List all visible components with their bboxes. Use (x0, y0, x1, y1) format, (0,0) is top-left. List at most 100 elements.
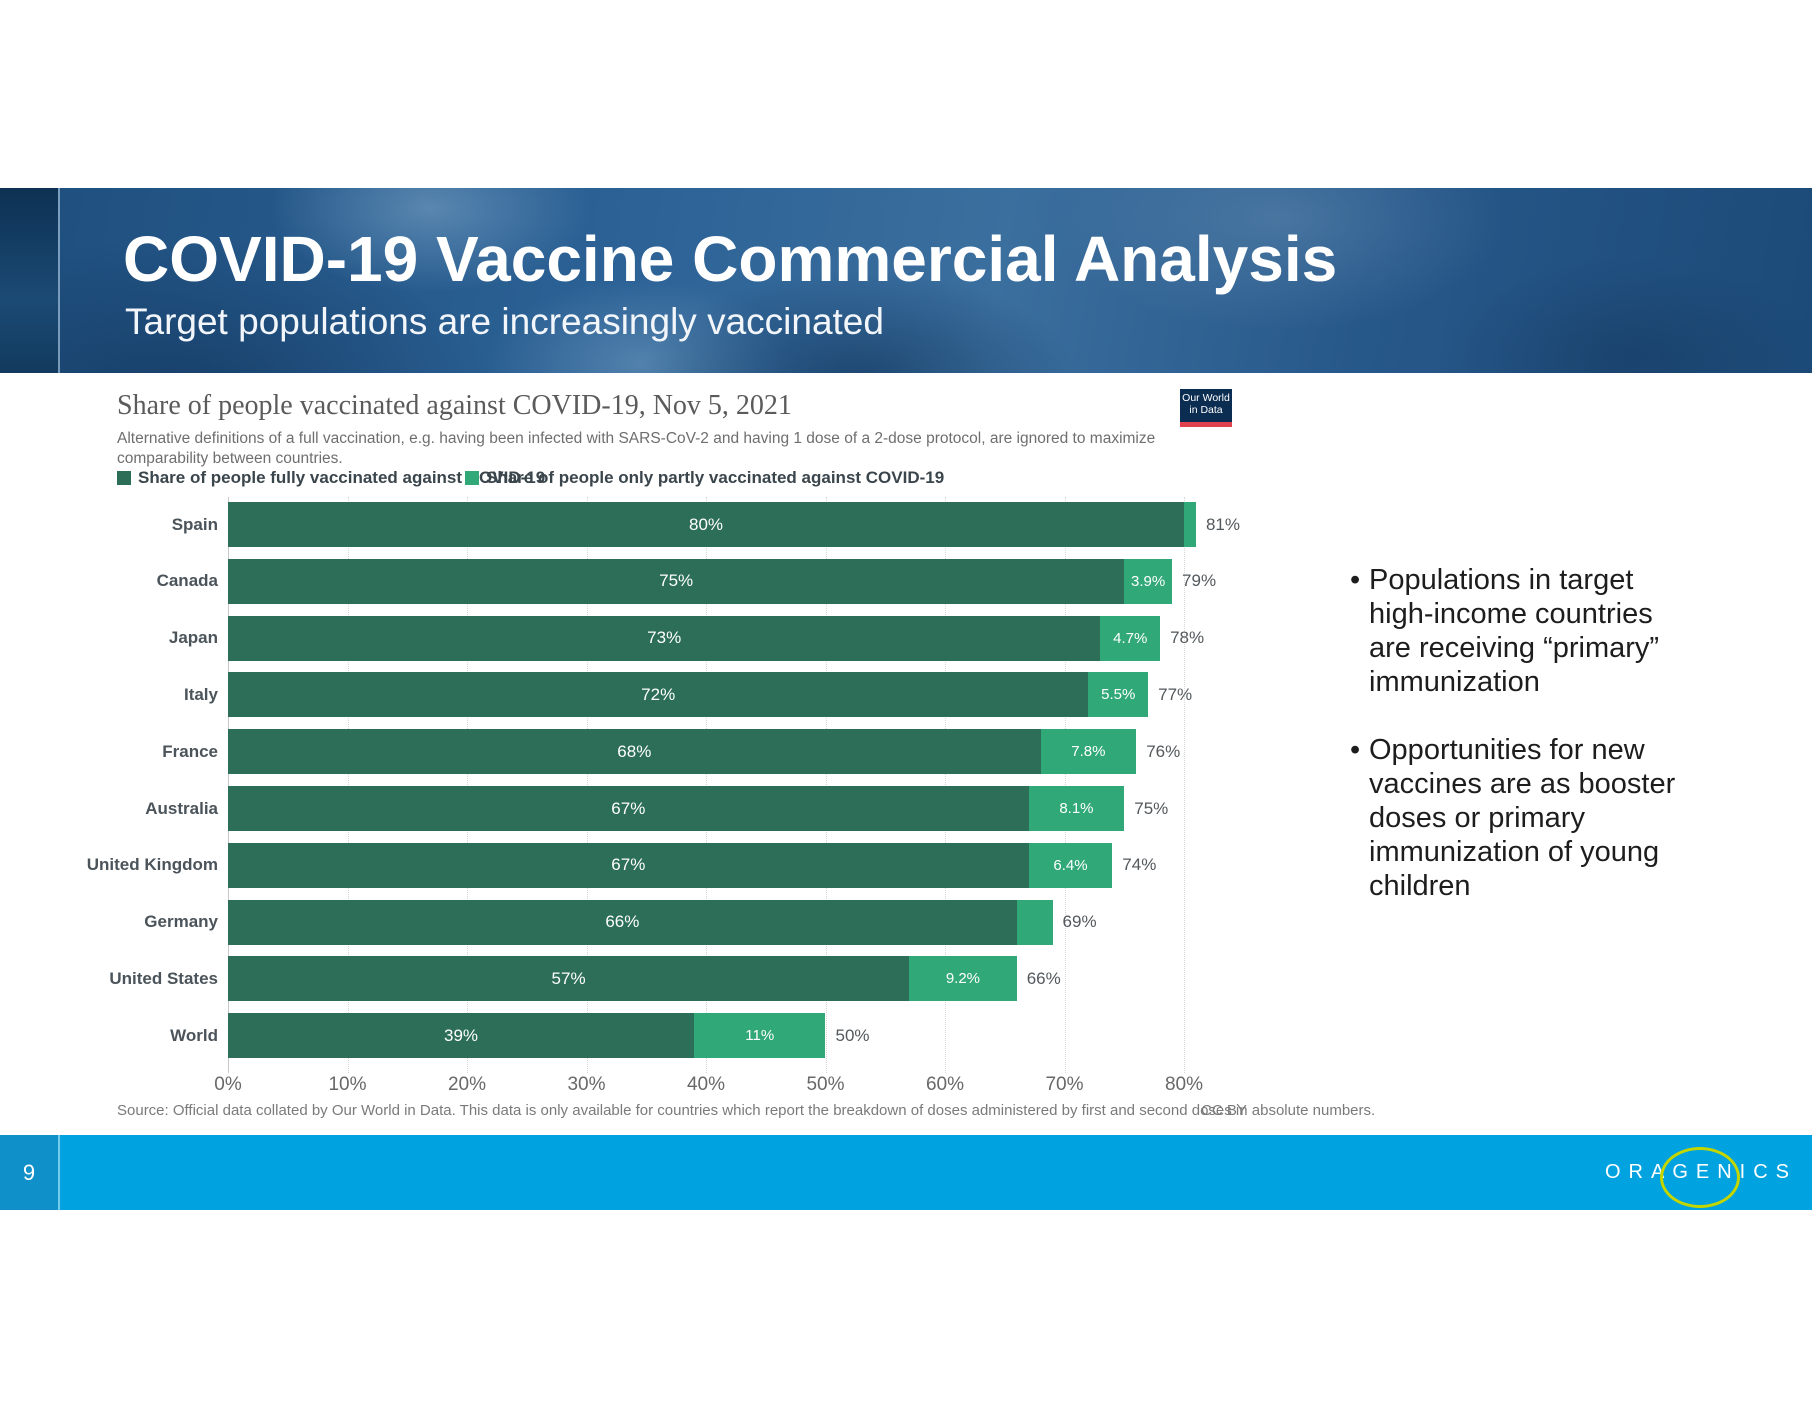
bar-category-label: World (170, 1025, 218, 1045)
bullet-item: • Opportunities for new vaccines are as b… (1350, 734, 1676, 902)
bar-segment-fully-vaccinated: 39% (228, 1013, 695, 1059)
bar-segment-fully-vaccinated: 67% (228, 842, 1029, 888)
legend-label-fully-vaccinated: Share of people fully vaccinated against… (138, 468, 546, 487)
gridline (1184, 497, 1185, 1073)
bar-value-label: 75% (659, 571, 694, 591)
legend-swatch-partly-vaccinated (465, 471, 479, 485)
bar-segment-fully-vaccinated: 66% (228, 899, 1017, 945)
x-tick-label: 60% (925, 1074, 965, 1095)
bar-row: United States 57% 9.2% 66% (109, 956, 1184, 1002)
bar-segment-fully-vaccinated: 75% (228, 558, 1125, 604)
header-band-divider (58, 188, 60, 373)
bar-category-label: Australia (145, 798, 218, 818)
bar-value-label: 57% (551, 968, 586, 988)
owid-logo: Our World in Data (1180, 389, 1232, 427)
gridline (347, 497, 349, 1073)
owid-logo-line2: in Data (1189, 404, 1223, 416)
bar-segment-partly-vaccinated: 4.7% (1100, 615, 1161, 661)
bar-segment-partly-vaccinated: 5.5% (1088, 672, 1149, 718)
bar-total-label: 50% (835, 1025, 870, 1045)
page-number: 9 (22, 1159, 36, 1185)
bar-value-label: 39% (444, 1025, 479, 1045)
bar-row: Canada 75% 3.9% 79% (157, 558, 1216, 604)
bar-total-label: 74% (1122, 855, 1157, 875)
bar-category-label: Germany (144, 912, 218, 932)
x-tick-label: 40% (686, 1074, 726, 1095)
bar-total-label: 75% (1134, 798, 1169, 818)
bar-category-label: Spain (171, 514, 218, 534)
bar-segment-partly-vaccinated: 11% (694, 1013, 826, 1059)
bar-value-label: 80% (688, 514, 724, 534)
bar-segment-fully-vaccinated: 72% (228, 672, 1089, 718)
bar-partial-value-label: 5.5% (1101, 686, 1136, 704)
bar-row: Japan 73% 4.7% 78% (169, 615, 1204, 661)
chart-title: Share of people vaccinated against COVID… (117, 390, 792, 421)
bar-partial-value-label: 4.7% (1113, 629, 1148, 647)
bar-row: Australia 67% 8.1% 75% (145, 786, 1184, 831)
bar-partial-value-label: 7.8% (1071, 743, 1106, 761)
bullet-item: • Populations in target high-income count… (1350, 564, 1660, 698)
bar-value-label: 72% (641, 684, 676, 704)
slide-subtitle: Target populations are increasingly vacc… (125, 301, 884, 342)
x-tick-label: 50% (806, 1074, 845, 1095)
bar-row: Germany 66% 69% (144, 899, 1184, 945)
bar-segment-partly-vaccinated: 8.1% (1028, 786, 1125, 831)
owid-logo-line1: Our World (1182, 392, 1230, 404)
bar-partial-value-label: 8.1% (1059, 800, 1094, 817)
bar-category-label: France (162, 741, 218, 761)
bar-category-label: United States (109, 968, 218, 988)
bullet-icon: • (1350, 564, 1361, 596)
legend-item-fully-vaccinated: Share of people fully vaccinated against… (117, 468, 545, 488)
bar-value-label: 66% (605, 912, 640, 932)
legend-swatch-fully-vaccinated (117, 471, 131, 485)
footer-divider (58, 1135, 60, 1210)
header-band-left-column (0, 188, 58, 373)
gridline (825, 497, 827, 1073)
bar-segment-fully-vaccinated: 57% (228, 956, 910, 1002)
bar-segment-fully-vaccinated: 67% (228, 786, 1029, 831)
x-tick-label: 0% (214, 1074, 242, 1095)
bar-segment-partly-vaccinated: 7.8% (1040, 729, 1137, 775)
bar-segment-partly-vaccinated (1016, 899, 1053, 945)
legend-item-partly-vaccinated: Share of people only partly vaccinated a… (465, 468, 944, 488)
bar-value-label: 67% (611, 855, 646, 875)
bar-category-label: Japan (168, 628, 218, 648)
bar-total-label: 81% (1205, 514, 1240, 534)
bar-category-label: United Kingdom (86, 855, 218, 875)
bar-row: World 39% 11% 50% (170, 1013, 1184, 1059)
footer-left-column (0, 1135, 58, 1210)
bar-segment-partly-vaccinated: 3.9% (1124, 558, 1173, 604)
x-tick-label: 70% (1045, 1074, 1084, 1095)
bar-partial-value-label: 11% (745, 1027, 775, 1045)
x-tick-label: 80% (1164, 1074, 1204, 1095)
x-axis-labels: 0% 10% 20% 30% 40% 50% 60% 70% 80% (214, 1074, 1203, 1098)
oragenics-logo-ellipse-icon (1660, 1147, 1740, 1208)
bar-segment-fully-vaccinated: 73% (228, 615, 1101, 661)
chart-source: Source: Official data collated by Our Wo… (117, 1102, 1376, 1119)
bar-value-label: 68% (617, 741, 652, 761)
bar-total-label: 77% (1158, 684, 1193, 704)
x-tick-label: 20% (447, 1074, 487, 1095)
bar-segment-partly-vaccinated: 6.4% (1028, 842, 1113, 888)
bar-segment-partly-vaccinated (1184, 502, 1196, 547)
plot-gridlines (228, 497, 1185, 1073)
bar-segment-partly-vaccinated: 9.2% (909, 956, 1017, 1002)
y-axis-line (228, 497, 229, 1073)
legend-label-partly-vaccinated: Share of people only partly vaccinated a… (486, 468, 945, 487)
bar-row: United Kingdom 67% 6.4% 74% (87, 842, 1184, 888)
plot-area: Spain 80% 81% Canada 75% 3.9% 79% Japan 73% 4.7% 7… (87, 502, 1240, 1062)
bar-category-label: Italy (183, 684, 218, 704)
bar-total-label: 66% (1026, 968, 1061, 988)
bar-row: Spain 80% 81% (172, 502, 1240, 547)
bar-partial-value-label: 3.9% (1131, 572, 1166, 590)
x-tick-label: 30% (567, 1074, 606, 1095)
bar-category-label: Canada (156, 571, 218, 591)
bar-segment-fully-vaccinated: 80% (228, 502, 1184, 547)
bar-total-label: 69% (1062, 912, 1097, 932)
bar-value-label: 73% (647, 628, 682, 648)
header-band (0, 188, 1812, 373)
bar-total-label: 76% (1146, 741, 1181, 761)
bar-total-label: 78% (1170, 628, 1205, 648)
gridline (586, 497, 588, 1073)
